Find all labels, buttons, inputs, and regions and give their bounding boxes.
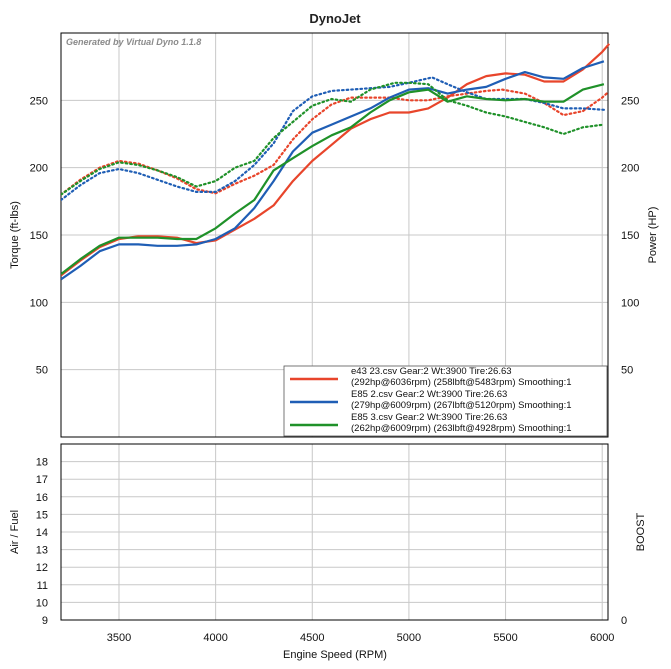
airfuel-tick-13: 13 bbox=[36, 545, 48, 557]
legend-text-1-1: (279hp@6009rpm) (267lbft@5120rpm) Smooth… bbox=[351, 400, 572, 411]
x-tick-3500: 3500 bbox=[107, 632, 131, 644]
airfuel-tick-14: 14 bbox=[36, 527, 48, 539]
airfuel-tick-16: 16 bbox=[36, 492, 48, 504]
legend: e43 23.csv Gear:2 Wt:3900 Tire:26.63(292… bbox=[283, 365, 608, 437]
x-tick-4500: 4500 bbox=[300, 632, 324, 644]
x-tick-5500: 5500 bbox=[493, 632, 517, 644]
bottom-panel-grid bbox=[61, 444, 608, 620]
power-tick-250: 250 bbox=[621, 95, 639, 107]
series-1-power-line bbox=[61, 60, 605, 281]
watermark-text: Generated by Virtual Dyno 1.1.8 bbox=[66, 37, 201, 47]
legend-items: e43 23.csv Gear:2 Wt:3900 Tire:26.63(292… bbox=[290, 366, 572, 434]
airfuel-tick-9: 9 bbox=[42, 615, 48, 627]
airfuel-tick-17: 17 bbox=[36, 474, 48, 486]
airfuel-tick-11: 11 bbox=[37, 580, 48, 592]
series-0-power-line bbox=[61, 43, 611, 277]
series-1-torque-line bbox=[61, 76, 606, 202]
torque-tick-50: 50 bbox=[36, 365, 48, 377]
airfuel-tick-15: 15 bbox=[36, 509, 48, 521]
x-tick-5000: 5000 bbox=[397, 632, 421, 644]
legend-text-0-1: (292hp@6036rpm) (258lbft@5483rpm) Smooth… bbox=[351, 377, 572, 388]
top-panel-frame bbox=[60, 32, 609, 438]
series-layer bbox=[61, 43, 611, 281]
airfuel-tick-18: 18 bbox=[36, 457, 48, 469]
x-tick-4000: 4000 bbox=[203, 632, 227, 644]
torque-axis-label: Torque (ft-lbs) bbox=[9, 201, 21, 269]
chart-title: DynoJet bbox=[309, 11, 361, 26]
legend-text-1-0: E85 2.csv Gear:2 Wt:3900 Tire:26.63 bbox=[351, 389, 507, 400]
power-tick-50: 50 bbox=[621, 365, 633, 377]
torque-tick-250: 250 bbox=[30, 95, 48, 107]
airfuel-axis-label: Air / Fuel bbox=[9, 510, 21, 554]
legend-text-2-1: (262hp@6009rpm) (263lbft@4928rpm) Smooth… bbox=[351, 423, 572, 434]
boost-axis-label: BOOST bbox=[635, 512, 647, 551]
boost-tick-0: 0 bbox=[621, 615, 627, 627]
x-axis-label: Engine Speed (RPM) bbox=[283, 649, 387, 661]
power-axis-label: Power (HP) bbox=[647, 207, 659, 264]
legend-text-0-0: e43 23.csv Gear:2 Wt:3900 Tire:26.63 bbox=[351, 366, 512, 377]
series-0-torque-line bbox=[61, 88, 610, 196]
top-panel-grid bbox=[61, 33, 608, 437]
power-tick-100: 100 bbox=[621, 297, 639, 309]
series-2-power-line bbox=[61, 83, 605, 275]
torque-tick-150: 150 bbox=[30, 230, 48, 242]
series-2-torque-line bbox=[61, 81, 606, 196]
power-tick-200: 200 bbox=[621, 163, 639, 175]
torque-tick-200: 200 bbox=[30, 163, 48, 175]
torque-tick-100: 100 bbox=[30, 297, 48, 309]
airfuel-tick-10: 10 bbox=[36, 597, 48, 609]
legend-text-2-0: E85 3.csv Gear:2 Wt:3900 Tire:26.63 bbox=[351, 412, 507, 423]
bottom-panel-frame bbox=[60, 443, 609, 621]
power-tick-150: 150 bbox=[621, 230, 639, 242]
x-tick-6000: 6000 bbox=[590, 632, 614, 644]
airfuel-tick-12: 12 bbox=[36, 562, 48, 574]
